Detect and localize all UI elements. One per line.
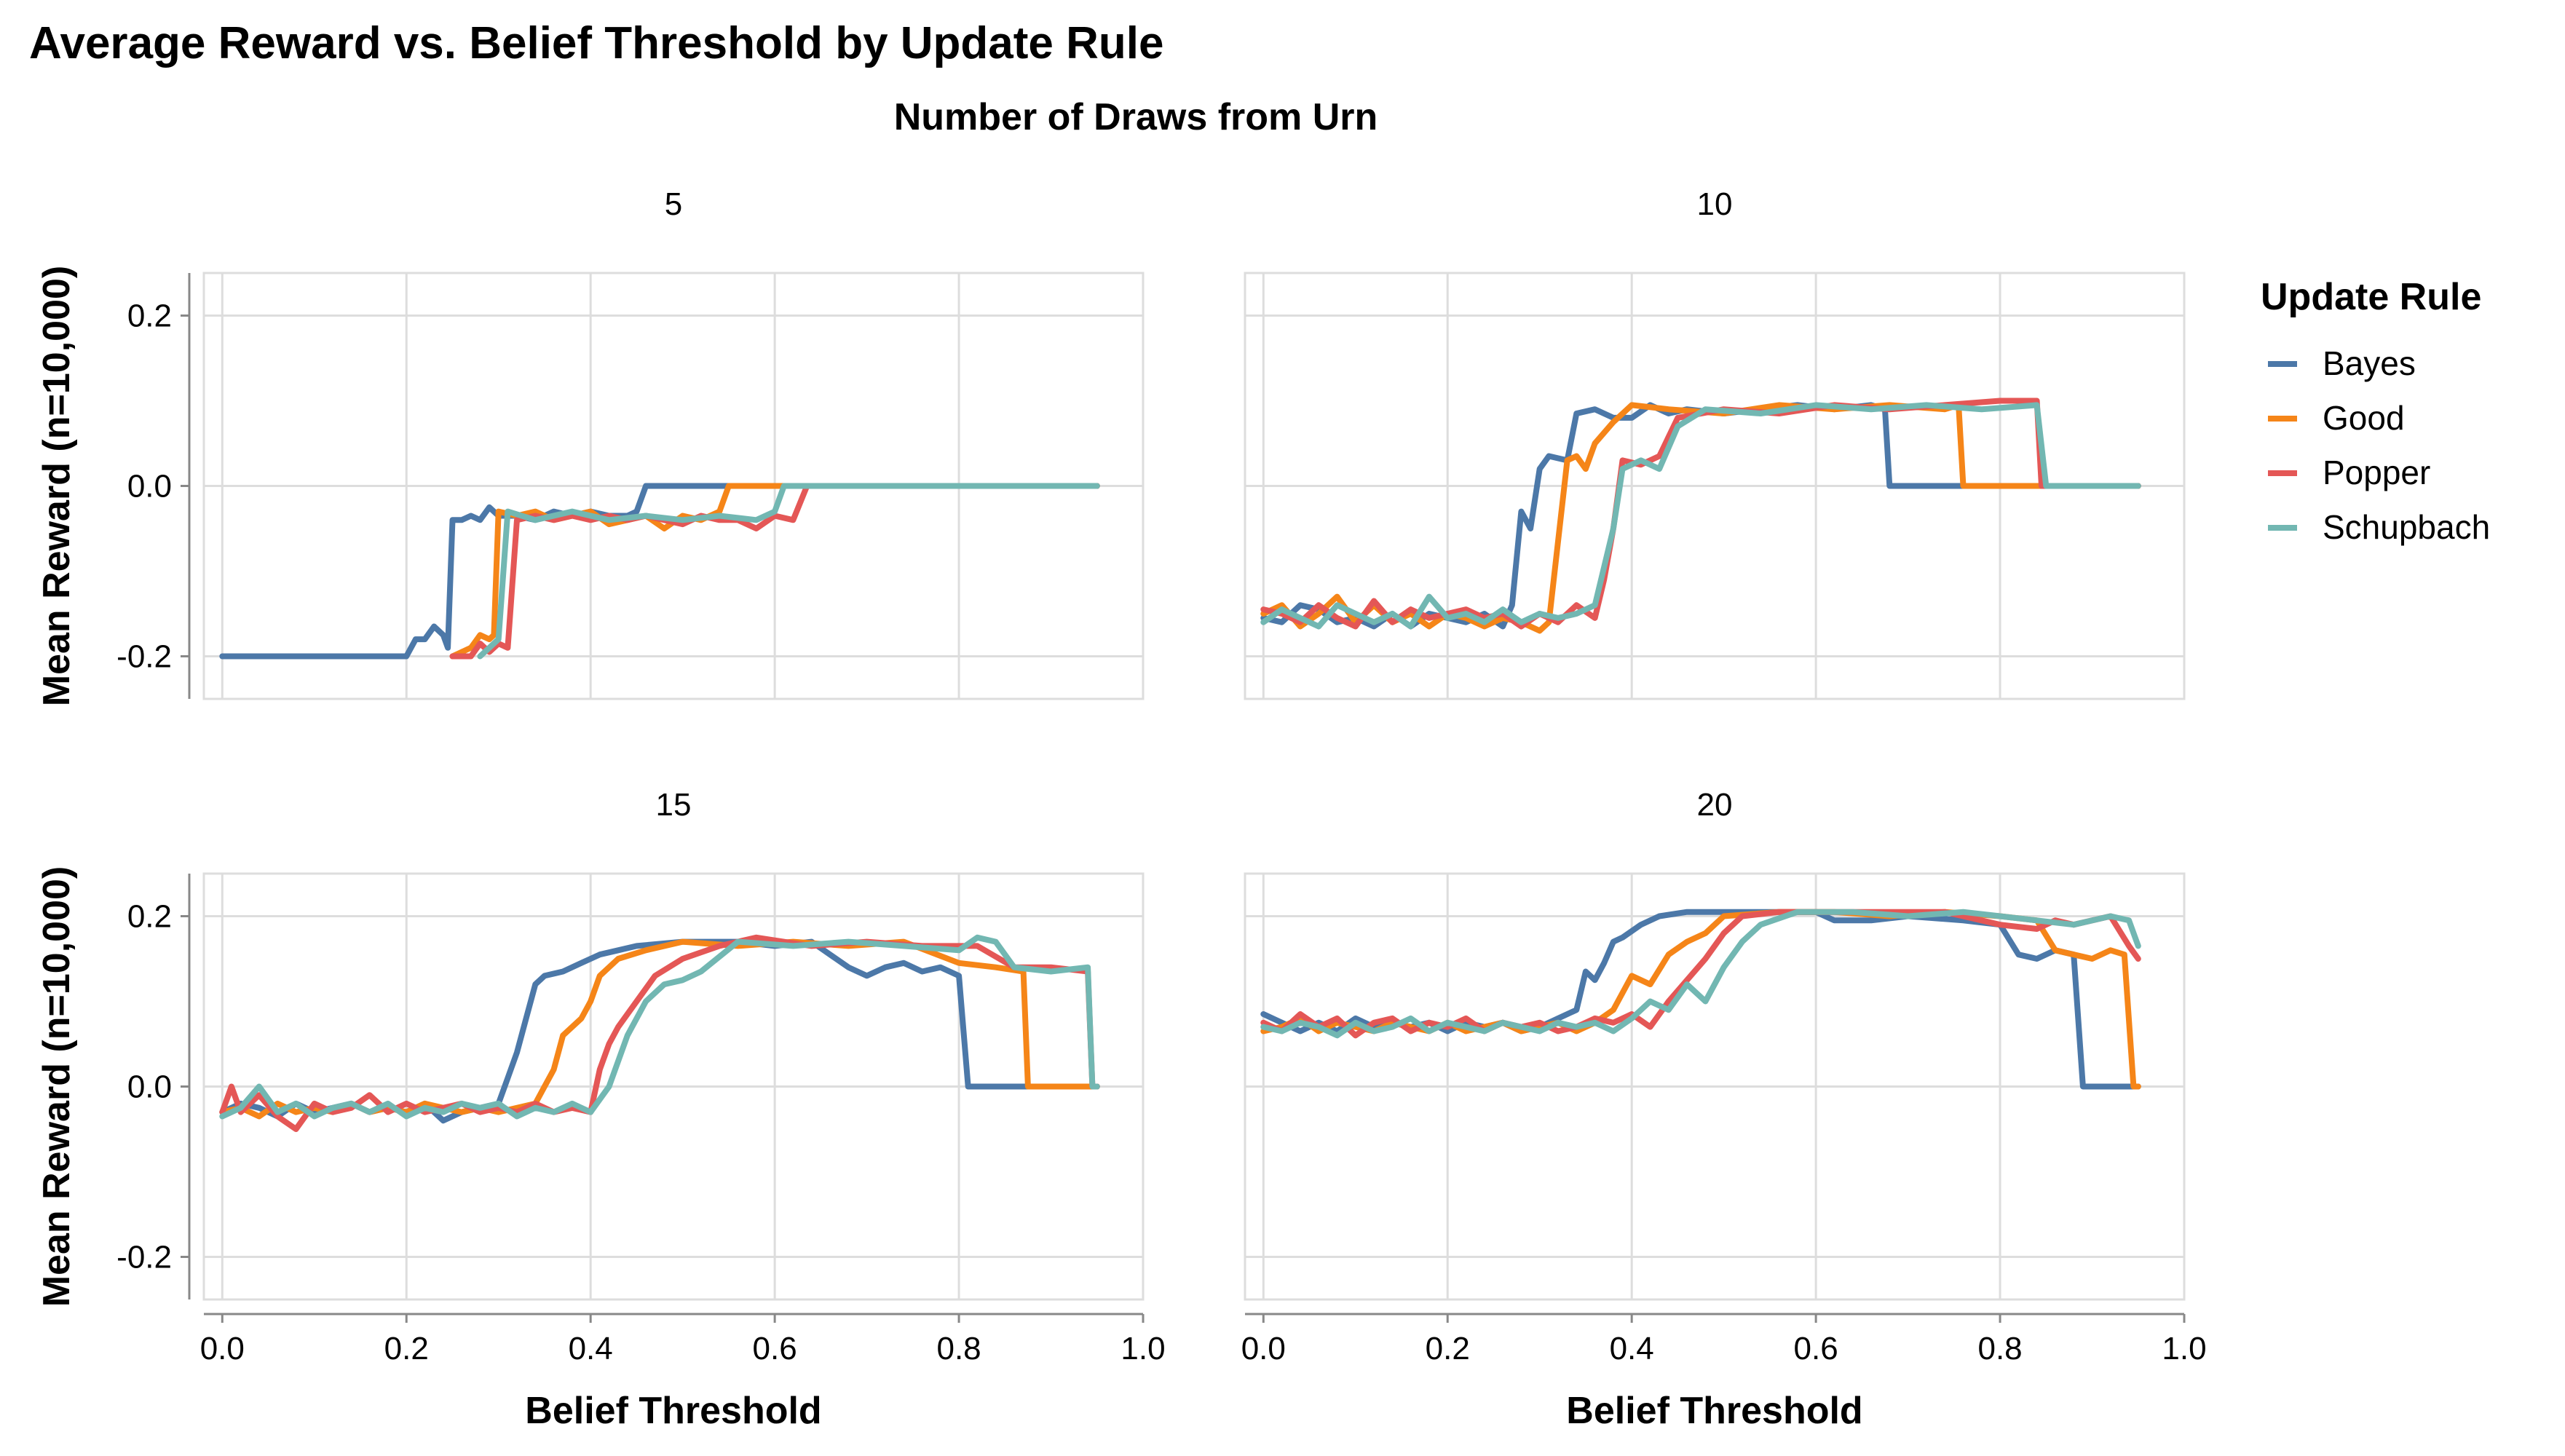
x-axis-title: Belief Threshold — [525, 1390, 821, 1432]
x-tick-label: 0.8 — [1977, 1331, 2022, 1366]
facet-panel-10: 10 — [1244, 186, 2186, 700]
y-tick-label: 0.2 — [127, 298, 172, 334]
series-line-bayes — [1260, 402, 2141, 630]
series-line-popper — [1260, 909, 2141, 1039]
panel-frame — [1244, 872, 2186, 1301]
x-tick-label: 0.6 — [1794, 1331, 1838, 1366]
x-tick-label: 0.4 — [569, 1331, 613, 1366]
x-tick-label: 1.0 — [2162, 1331, 2206, 1366]
x-axis-title: Belief Threshold — [1566, 1390, 1862, 1432]
series-line-good — [1260, 402, 2141, 634]
y-axis-title: Mean Reward (n=10,000) — [36, 266, 78, 706]
facet-panel-15: 15 -0.2 0.0 0.2 Mean Reward (n=10,000) 0.0 0.2… — [36, 787, 1166, 1432]
facet-label: 5 — [665, 186, 682, 222]
series-line-schupbach — [1260, 909, 2141, 1039]
y-tick-label: -0.2 — [116, 1240, 172, 1275]
x-tick-label: 0.0 — [1241, 1331, 1286, 1366]
facet-grid: 5 -0.2 0.0 0.2 Mean Reward (n=10,000) 10 15 -0.… — [36, 186, 2207, 1432]
legend: Update Rule Bayes Good Popper Schupbach — [2261, 276, 2490, 546]
series-line-schupbach — [477, 483, 1100, 660]
x-tick-label: 0.0 — [200, 1331, 245, 1366]
series-line-schupbach — [219, 934, 1100, 1120]
legend-label-good: Good — [2323, 399, 2405, 437]
x-tick-label: 1.0 — [1121, 1331, 1165, 1366]
facet-title: Number of Draws from Urn — [894, 96, 1378, 138]
legend-label-popper: Popper — [2323, 454, 2430, 491]
legend-label-bayes: Bayes — [2323, 344, 2416, 382]
y-tick-label: 0.2 — [127, 899, 172, 935]
y-axis-title: Mean Reward (n=10,000) — [36, 866, 78, 1307]
series-line-bayes — [219, 483, 1100, 660]
y-tick-label: 0.0 — [127, 469, 172, 505]
series-line-popper — [1260, 397, 2141, 630]
facet-label: 10 — [1697, 186, 1733, 222]
chart-title: Average Reward vs. Belief Threshold by U… — [29, 18, 1163, 68]
facet-panel-5: 5 -0.2 0.0 0.2 Mean Reward (n=10,000) — [36, 186, 1145, 706]
x-tick-label: 0.2 — [1426, 1331, 1470, 1366]
x-tick-label: 0.8 — [936, 1331, 981, 1366]
panel-frame — [202, 272, 1145, 700]
facet-panel-20: 20 0.0 0.2 0.4 0.6 0.8 1.0 Belief Threshold — [1241, 787, 2207, 1432]
x-tick-label: 0.2 — [384, 1331, 429, 1366]
panel-frame — [202, 872, 1145, 1301]
x-tick-label: 0.4 — [1610, 1331, 1654, 1366]
series-line-schupbach — [1260, 402, 2141, 630]
legend-title: Update Rule — [2261, 276, 2481, 318]
x-tick-label: 0.6 — [753, 1331, 797, 1366]
facet-label: 20 — [1697, 787, 1733, 823]
legend-label-schupbach: Schupbach — [2323, 508, 2490, 546]
y-tick-label: 0.0 — [127, 1069, 172, 1105]
series-line-bayes — [219, 938, 1100, 1124]
panel-frame — [1244, 272, 2186, 700]
facet-label: 15 — [656, 787, 692, 823]
y-tick-label: -0.2 — [116, 639, 172, 675]
